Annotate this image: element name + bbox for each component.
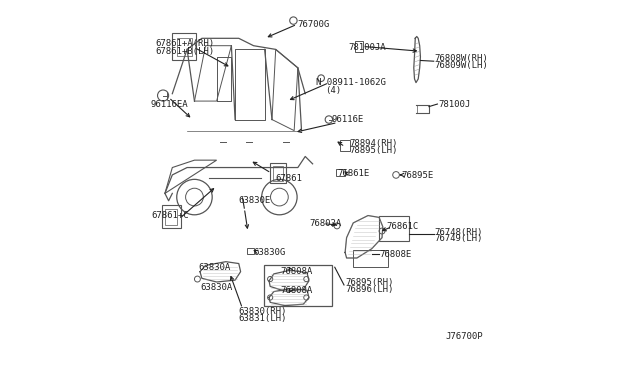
Text: 76808A: 76808A: [280, 286, 313, 295]
Text: 78895(LH): 78895(LH): [349, 146, 398, 155]
Text: 76896(LH): 76896(LH): [345, 285, 394, 294]
Text: 78100J: 78100J: [438, 100, 470, 109]
Text: (4): (4): [324, 86, 341, 94]
Text: 67861: 67861: [276, 174, 303, 183]
Text: 76748(RH): 76748(RH): [435, 228, 483, 237]
Text: 78894(RH): 78894(RH): [349, 139, 398, 148]
Text: 67861+B(LH): 67861+B(LH): [156, 47, 215, 56]
Text: 76808E: 76808E: [379, 250, 412, 259]
Text: 63831(LH): 63831(LH): [239, 314, 287, 323]
Bar: [264, 265, 332, 306]
Text: 76895E: 76895E: [401, 171, 433, 180]
Text: 76700G: 76700G: [298, 20, 330, 29]
Text: 76809W(LH): 76809W(LH): [435, 61, 488, 70]
Text: N 08911-1062G: N 08911-1062G: [316, 78, 386, 87]
Text: 76861C: 76861C: [387, 222, 419, 231]
Text: 67861+A(RH): 67861+A(RH): [156, 39, 215, 48]
Bar: [379, 215, 408, 241]
Text: J76700P: J76700P: [445, 332, 483, 341]
Text: 76749(LH): 76749(LH): [435, 234, 483, 243]
Text: 63830G: 63830G: [253, 248, 286, 257]
Bar: [340, 140, 349, 151]
Bar: [247, 248, 254, 254]
Text: 67861+C: 67861+C: [151, 211, 189, 220]
Text: 76895(RH): 76895(RH): [345, 278, 394, 287]
Text: 76861E: 76861E: [338, 169, 370, 178]
Text: 63830E: 63830E: [239, 196, 271, 205]
Text: 96116E: 96116E: [331, 115, 364, 124]
Text: 76802A: 76802A: [310, 219, 342, 228]
Text: 63830A: 63830A: [200, 283, 232, 292]
Text: 76808A: 76808A: [280, 267, 313, 276]
Text: 96116EA: 96116EA: [151, 100, 189, 109]
Text: 76808W(RH): 76808W(RH): [435, 54, 488, 63]
Text: 63830(RH): 63830(RH): [239, 307, 287, 316]
Text: 63830A: 63830A: [198, 263, 230, 272]
Text: 78100JA: 78100JA: [349, 43, 387, 52]
Bar: [353, 250, 388, 267]
